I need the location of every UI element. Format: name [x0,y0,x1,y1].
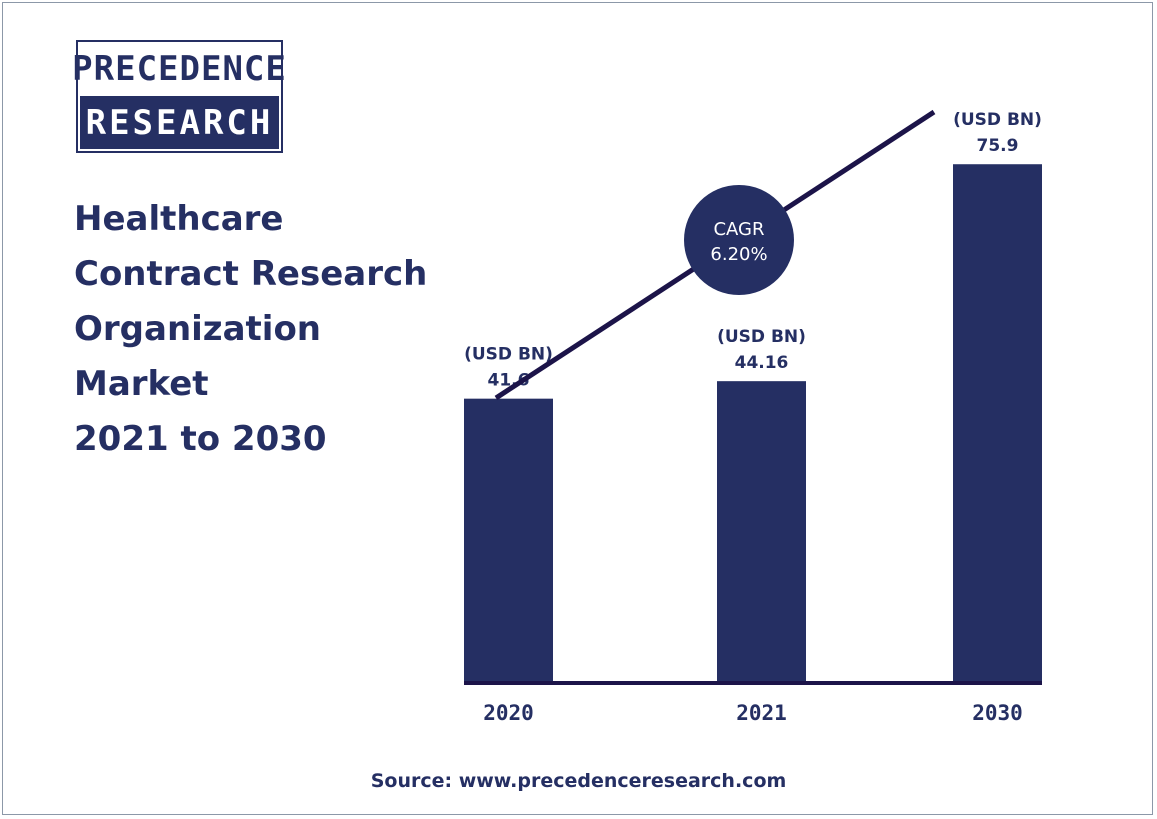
cagr-bubble [684,185,794,295]
bar-2020 [464,398,553,683]
x-tick-label-2021: 2021 [736,701,787,725]
title-line-1: Healthcare [74,199,284,239]
logo-text-bottom: RESEARCH [80,96,279,149]
cagr-label: CAGR [713,219,764,240]
bar-2021 [717,381,806,683]
chart-title: Healthcare Contract Research Organizatio… [74,192,494,467]
value-label-2021: 44.16 [735,353,789,373]
title-line-3: Organization [74,309,322,349]
logo-text-top: PRECEDENCE [72,49,287,89]
unit-label-2020: (USD BN) [464,345,553,365]
source-note: Source: www.precedenceresearch.com [370,770,787,792]
unit-label-2030: (USD BN) [953,110,1042,130]
x-tick-label-2020: 2020 [483,701,534,725]
title-line-5: 2021 to 2030 [74,419,327,459]
unit-label-2021: (USD BN) [717,327,806,347]
value-label-2030: 75.9 [977,136,1019,156]
cagr-value: 6.20% [710,244,767,265]
bar-2030 [953,164,1042,683]
title-line-2: Contract Research [74,254,428,294]
precedence-research-logo: PRECEDENCE RESEARCH [72,40,287,153]
x-tick-label-2030: 2030 [972,701,1023,725]
title-line-4: Market [74,364,209,404]
